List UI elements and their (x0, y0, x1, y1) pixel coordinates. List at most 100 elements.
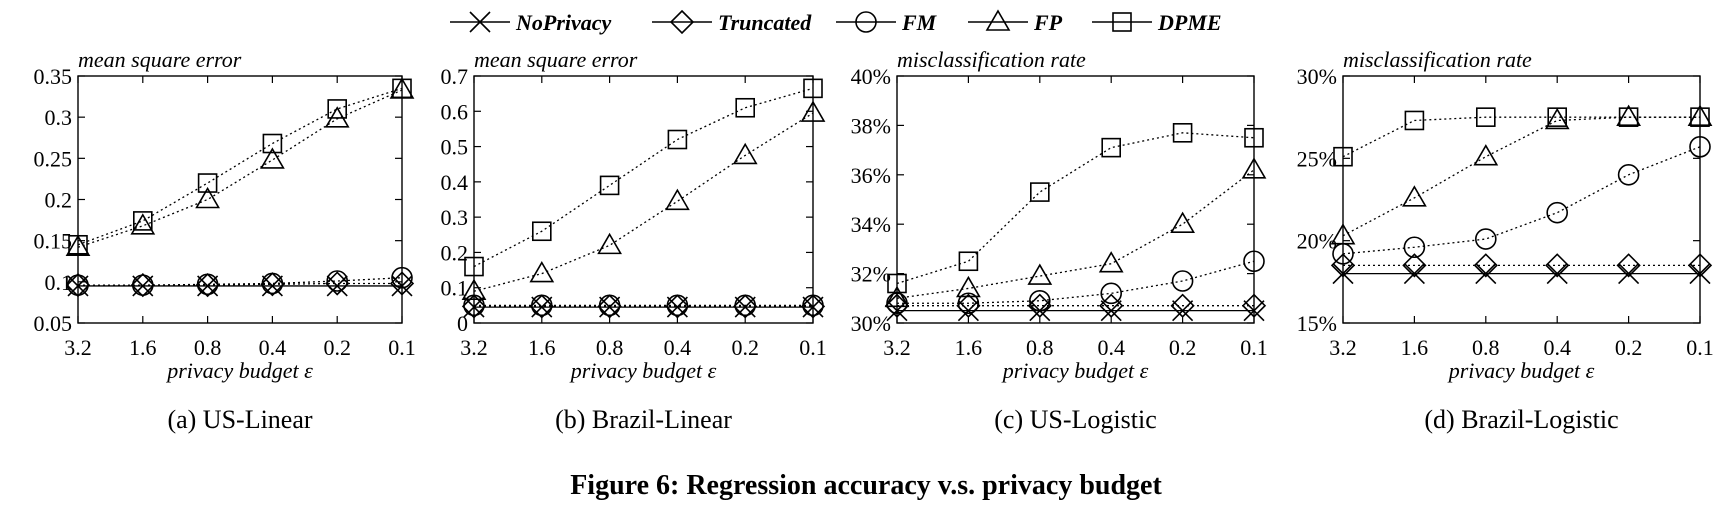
data-point-truncated (461, 294, 487, 319)
y-axis-label: misclassification rate (1343, 47, 1532, 72)
data-point-fp (195, 186, 220, 209)
data-point-fp (1473, 144, 1499, 166)
legend-item-dpme: DPME (1092, 10, 1222, 35)
data-point-truncated (1099, 293, 1124, 318)
data-point-truncated (1687, 253, 1713, 278)
data-point-fm (802, 294, 824, 317)
y-tick-label: 36% (851, 163, 891, 188)
x-axis-label: privacy budget ε (1447, 358, 1595, 383)
series-fm (886, 250, 1265, 315)
data-point-fm (326, 270, 349, 292)
data-point-fp (732, 142, 758, 165)
series-noprivacy (886, 300, 1265, 322)
legend-label: Truncated (718, 10, 812, 35)
x-tick-label: 0.2 (323, 335, 351, 360)
data-point-truncated (529, 294, 554, 319)
data-point-fm (1546, 201, 1568, 224)
data-point-fm (1243, 250, 1265, 273)
data-point-fp (1027, 263, 1053, 285)
data-point-fm (67, 274, 89, 296)
data-point-dpme (1404, 110, 1425, 131)
series-line (896, 169, 1255, 299)
data-point-dpme (1333, 146, 1353, 167)
data-point-noprivacy (1243, 300, 1265, 322)
series-line (78, 282, 402, 286)
data-point-dpme (667, 129, 688, 150)
legend-item-truncated: Truncated (652, 9, 812, 35)
data-point-dpme (1172, 123, 1193, 143)
y-tick-label: 40% (851, 64, 891, 89)
y-tick-label: 0.5 (441, 135, 469, 160)
data-point-dpme (887, 273, 907, 294)
data-point-fp (800, 100, 826, 122)
data-point-fp (461, 278, 487, 301)
x-tick-label: 1.6 (528, 335, 556, 360)
data-point-truncated (1473, 253, 1498, 278)
data-point-truncated (389, 271, 415, 296)
y-tick-label: 0.7 (441, 64, 469, 89)
series-truncated (884, 293, 1267, 318)
y-tick-label: 0 (457, 311, 468, 336)
x-tick-label: 3.2 (1329, 335, 1357, 360)
x-axis-label: privacy budget ε (165, 358, 313, 383)
series-truncated (65, 271, 415, 298)
legend-item-noprivacy: NoPrivacy (450, 10, 612, 35)
data-point-truncated (1402, 253, 1427, 278)
data-point-fp (1402, 185, 1427, 207)
data-point-dpme (1547, 107, 1567, 127)
data-point-noprivacy (957, 300, 979, 322)
data-point-fp (1616, 104, 1641, 126)
series-line (473, 87, 814, 268)
data-point-fp (130, 213, 156, 235)
y-tick-label: 32% (851, 262, 891, 287)
data-point-noprivacy (1172, 300, 1194, 322)
data-point-fm (391, 266, 413, 289)
series-line (78, 277, 403, 286)
legend-item-fm: FM (836, 10, 938, 35)
series-dpme (1333, 107, 1710, 167)
subplot-caption: (d) Brazil-Logistic (1424, 405, 1618, 434)
series-noprivacy (463, 296, 824, 318)
figure-caption: Figure 6: Regression accuracy v.s. priva… (570, 470, 1162, 501)
series-fm (463, 294, 824, 317)
y-axis-label: mean square error (474, 47, 638, 72)
data-point-noprivacy (1689, 263, 1711, 285)
plot-frame (896, 75, 1255, 324)
x-tick-label: 0.2 (1615, 335, 1643, 360)
data-point-fp (1687, 104, 1713, 126)
data-point-dpme (803, 78, 823, 99)
x-tick-label: 0.4 (664, 335, 692, 360)
y-tick-label: 0.2 (45, 188, 73, 213)
data-point-truncated (665, 294, 690, 319)
series-fp (461, 100, 826, 301)
y-tick-label: 0.05 (34, 311, 73, 336)
chart-panel-4: 15% 20% 25% 30% 3.2 1.6 0.8 0.4 0.2 0.1 misclassif… (1297, 47, 1714, 434)
data-point-dpme (1244, 127, 1264, 148)
data-point-fp (597, 232, 622, 255)
data-point-dpme (1690, 107, 1710, 127)
legend: NoPrivacy Truncated FM FP DPME (450, 9, 1222, 35)
y-tick-label: 0.1 (45, 270, 73, 295)
series-truncated (461, 294, 826, 319)
x-tick-label: 0.1 (388, 335, 416, 360)
data-point-fm (530, 294, 553, 317)
data-point-noprivacy (1332, 263, 1354, 285)
x-tick-label: 0.1 (799, 335, 827, 360)
subplot-caption: (b) Brazil-Linear (555, 405, 732, 434)
data-point-noprivacy (886, 300, 908, 322)
x-axis-label: privacy budget ε (1001, 358, 1149, 383)
series-line (77, 87, 403, 246)
data-point-noprivacy (1100, 300, 1122, 322)
data-point-truncated (597, 294, 622, 319)
data-point-fm (196, 273, 219, 296)
series-noprivacy (1332, 263, 1711, 285)
data-point-noprivacy (1546, 263, 1568, 285)
series-fp (884, 157, 1267, 308)
chart-panel-2: 0 0.1 0.2 0.3 0.4 0.5 0.6 0.7 3.2 1.6 0.8 0.4 0.2 0.1… (441, 47, 827, 434)
series-fp (65, 77, 415, 257)
legend-marker-triangle (985, 9, 1011, 31)
x-tick-label: 1.6 (955, 335, 983, 360)
data-point-dpme (1030, 182, 1050, 202)
data-point-truncated (65, 272, 91, 298)
